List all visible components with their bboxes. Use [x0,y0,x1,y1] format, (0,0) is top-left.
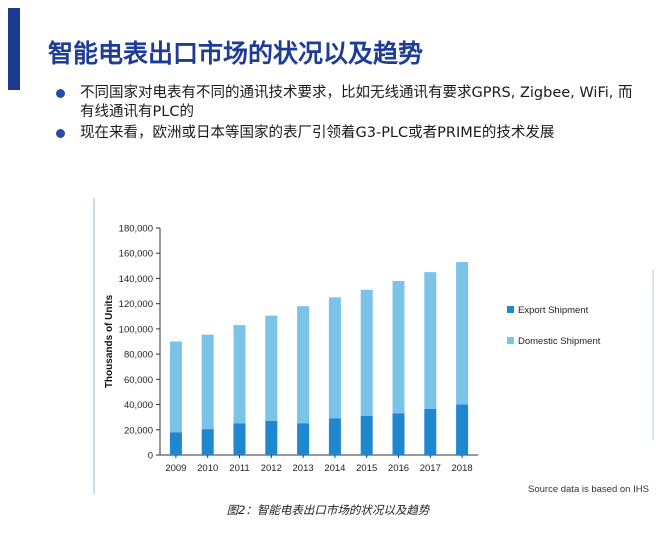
x-tick-label: 2013 [293,463,314,474]
bar-domestic-shipment [265,315,278,421]
y-tick-label: 20,000 [124,425,153,436]
y-tick-label: 60,000 [124,375,153,386]
bullet-text: 现在来看，欧洲或日本等国家的表厂引领着G3-PLC或者PRIME的技术发展 [80,125,555,141]
bar-domestic-shipment [328,297,341,419]
x-tick-label: 2012 [261,463,282,474]
y-tick-label: 100,000 [119,324,153,335]
title-accent-bar [8,8,20,90]
source-note: Source data is based on IHS [528,484,649,495]
figure-caption: 图2：智能电表出口市场的状况以及趋势 [226,503,430,517]
y-tick-label: 40,000 [124,400,153,411]
bar-export-shipment [392,413,405,455]
y-tick-label: 120,000 [119,299,153,310]
y-tick-label: 160,000 [119,249,153,260]
bar-domestic-shipment [424,272,437,409]
y-tick-label: 180,000 [119,224,153,235]
bar-domestic-shipment [233,325,246,424]
bar-domestic-shipment [297,306,310,424]
bullet-text: 不同国家对电表有不同的通讯技术要求，比如无线通讯有要求GPRS, Zigbee,… [80,85,633,120]
bar-export-shipment [169,432,182,455]
bar-domestic-shipment [456,262,469,405]
bar-export-shipment [360,415,373,455]
bullet-list: 不同国家对电表有不同的通讯技术要求，比如无线通讯有要求GPRS, Zigbee,… [52,84,642,145]
legend-label: Export Shipment [518,305,589,316]
x-tick-label: 2011 [229,463,249,474]
chart-frame-right-border [652,270,654,440]
bullet-item: 现在来看，欧洲或日本等国家的表厂引领着G3-PLC或者PRIME的技术发展 [52,124,642,143]
x-tick-label: 2018 [452,463,473,474]
bullet-dot-icon [56,129,65,138]
legend-swatch [507,337,514,344]
bar-export-shipment [424,408,437,455]
bar-export-shipment [328,418,341,455]
x-tick-label: 2010 [197,463,218,474]
bar-export-shipment [456,404,469,455]
legend-swatch [507,306,514,313]
x-tick-label: 2015 [356,463,377,474]
y-axis-title: Thousands of Units [104,294,115,388]
legend-label: Domestic Shipment [518,336,601,347]
bullet-dot-icon [56,89,65,98]
slide-title: 智能电表出口市场的状况以及趋势 [48,39,424,68]
x-tick-label: 2017 [420,463,441,474]
chart-frame-left-border [93,198,95,494]
bar-domestic-shipment [201,334,214,430]
x-tick-label: 2014 [324,463,345,474]
bar-domestic-shipment [360,289,373,416]
y-tick-label: 140,000 [119,274,153,285]
bar-export-shipment [297,423,310,455]
y-tick-label: 80,000 [124,350,153,361]
bar-export-shipment [201,429,214,455]
bar-domestic-shipment [169,341,182,433]
bar-export-shipment [233,423,246,455]
x-tick-label: 2016 [388,463,409,474]
y-tick-label: 0 [148,451,153,462]
bar-domestic-shipment [392,280,405,414]
bullet-item: 不同国家对电表有不同的通讯技术要求，比如无线通讯有要求GPRS, Zigbee,… [52,84,642,122]
bar-export-shipment [265,420,278,455]
x-tick-label: 2009 [165,463,186,474]
